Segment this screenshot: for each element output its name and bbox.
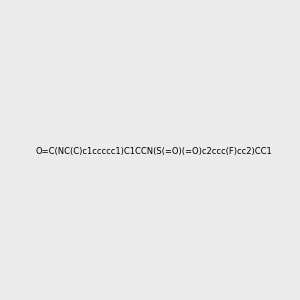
Text: O=C(NC(C)c1ccccc1)C1CCN(S(=O)(=O)c2ccc(F)cc2)CC1: O=C(NC(C)c1ccccc1)C1CCN(S(=O)(=O)c2ccc(F… <box>35 147 272 156</box>
